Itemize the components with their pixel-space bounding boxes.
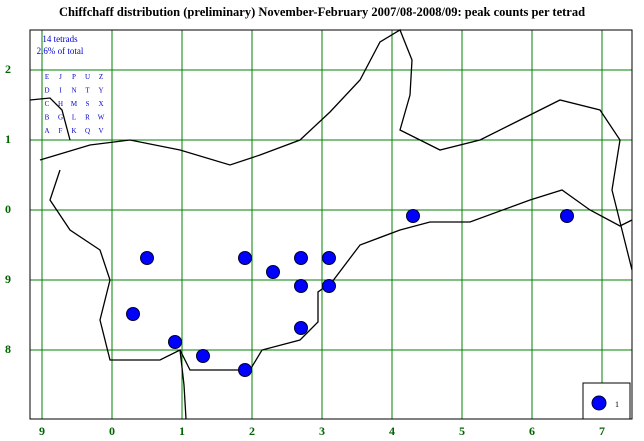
tetrad-letter: H xyxy=(58,100,63,108)
y-label: 0 xyxy=(5,202,11,216)
tetrad-letter: U xyxy=(85,73,90,81)
legend-label: 1 xyxy=(615,400,619,409)
x-label: 4 xyxy=(389,424,395,438)
coastline xyxy=(29,29,633,420)
record-dot xyxy=(168,335,182,349)
record-dot xyxy=(294,321,308,335)
frame xyxy=(29,29,633,420)
record-dot xyxy=(406,209,420,223)
legend-box xyxy=(582,382,631,420)
tetrad-letter: Q xyxy=(85,127,90,135)
tetrad-letter: R xyxy=(85,114,90,122)
x-label: 2 xyxy=(249,424,255,438)
tetrad-letter: G xyxy=(58,114,63,122)
y-label: 9 xyxy=(5,272,11,286)
record-dot xyxy=(196,349,210,363)
record-dot xyxy=(294,279,308,293)
record-dot xyxy=(266,265,280,279)
record-dot xyxy=(238,363,252,377)
record-dot xyxy=(560,209,574,223)
legend-dot xyxy=(591,395,607,411)
record-dot xyxy=(322,251,336,265)
record-dot xyxy=(322,279,336,293)
tetrad-letter: V xyxy=(98,127,103,135)
tetrad-letter: X xyxy=(98,100,103,108)
x-label: 9 xyxy=(39,424,45,438)
x-label: 3 xyxy=(319,424,325,438)
tetrad-letter: P xyxy=(72,73,76,81)
title: Chiffchaff distribution (preliminary) No… xyxy=(59,5,585,19)
tetrad-letter: M xyxy=(71,100,78,108)
tetrad-letter: L xyxy=(72,114,76,122)
y-label: 2 xyxy=(5,62,11,76)
record-dot xyxy=(294,251,308,265)
tetrad-letter: W xyxy=(98,114,105,122)
tetrad-letter: Y xyxy=(98,87,103,95)
tetrad-count: 14 tetrads xyxy=(42,34,78,44)
tetrad-letter: T xyxy=(85,87,90,95)
tetrad-letter: B xyxy=(45,114,50,122)
tetrad-key: E J P U Z D I N T Y C H M S X B G L R W A F K Q V xyxy=(44,73,104,135)
x-label: 6 xyxy=(529,424,535,438)
dots xyxy=(126,209,574,377)
tetrad-letter: F xyxy=(59,127,63,135)
tetrad-letter: D xyxy=(44,87,49,95)
record-dot xyxy=(238,251,252,265)
tetrad-letter: A xyxy=(44,127,49,135)
tetrad-letter: J xyxy=(59,73,62,81)
tetrad-letter: E xyxy=(45,73,49,81)
record-dot xyxy=(140,251,154,265)
x-label: 0 xyxy=(109,424,115,438)
x-label: 7 xyxy=(599,424,605,438)
tetrad-letter: S xyxy=(86,100,90,108)
tetrad-letter: K xyxy=(71,127,76,135)
tetrad-letter: N xyxy=(71,87,76,95)
tetrad-letter: Z xyxy=(99,73,103,81)
y-label: 8 xyxy=(5,342,11,356)
x-label: 5 xyxy=(459,424,465,438)
percent-total: 2.6% of total xyxy=(37,46,84,56)
record-dot xyxy=(126,307,140,321)
tetrad-letter: C xyxy=(45,100,50,108)
x-label: 1 xyxy=(179,424,185,438)
y-label: 1 xyxy=(5,132,11,146)
tetrad-letter: I xyxy=(59,87,62,95)
